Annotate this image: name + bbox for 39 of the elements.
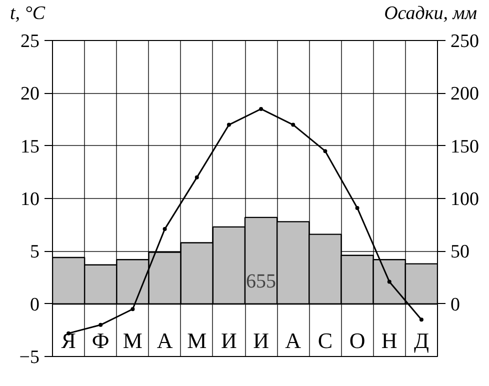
x-tick-label: М xyxy=(122,328,142,354)
point xyxy=(419,318,424,322)
x-tick-label: Д xyxy=(414,328,429,354)
y2-tick-label: 50 xyxy=(450,242,470,263)
x-tick-label: С xyxy=(318,328,333,354)
x-tick-label: Ф xyxy=(92,328,110,354)
y-tick-label: 0 xyxy=(30,294,40,316)
y-tick-label: 25 xyxy=(20,31,40,52)
annotation: 655 xyxy=(246,270,276,293)
x-tick-label: И xyxy=(221,328,238,354)
point xyxy=(162,227,167,232)
point xyxy=(259,106,264,111)
y2-axis-title: Осадки, мм xyxy=(384,2,477,26)
point xyxy=(387,280,392,284)
point xyxy=(226,122,231,127)
y2-tick-label: 200 xyxy=(450,84,479,105)
y2-tick-label: 0 xyxy=(450,294,460,316)
x-tick-label: А xyxy=(156,328,173,354)
y2-tick-label: 150 xyxy=(450,136,479,158)
y-tick-label: −5 xyxy=(19,347,40,368)
y2-tick-label: 250 xyxy=(450,31,479,52)
point xyxy=(98,322,103,327)
point xyxy=(323,149,328,154)
x-tick-label: О xyxy=(349,328,366,354)
y-tick-label: 15 xyxy=(20,136,40,158)
point xyxy=(291,122,296,127)
x-tick-label: И xyxy=(253,328,270,354)
y-tick-label: 10 xyxy=(20,189,40,210)
y-tick-label: 5 xyxy=(30,242,40,263)
x-tick-label: А xyxy=(285,328,302,354)
y-tick-label: 20 xyxy=(20,84,40,105)
y-axis-title: t, °C xyxy=(10,2,46,26)
point xyxy=(355,206,360,210)
point xyxy=(194,175,199,180)
x-tick-label: Я xyxy=(61,328,76,354)
y2-tick-label: 100 xyxy=(450,189,479,210)
point xyxy=(130,307,135,312)
x-tick-label: Н xyxy=(381,328,398,354)
x-tick-label: М xyxy=(187,328,207,354)
